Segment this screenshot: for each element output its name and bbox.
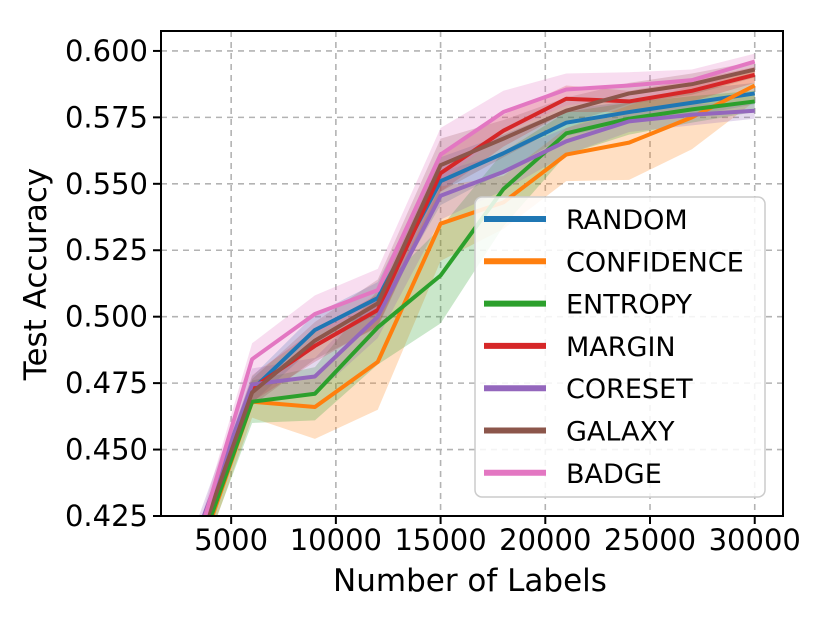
y-tick-label: 0.500 <box>65 300 148 334</box>
legend-label-BADGE: BADGE <box>566 459 662 490</box>
legend-item-BADGE: BADGE <box>484 459 662 490</box>
x-tick-label: 25000 <box>604 523 696 557</box>
legend-item-CORESET: CORESET <box>484 374 693 405</box>
line-GALAXY <box>206 67 756 516</box>
line-BADGE <box>203 59 756 516</box>
plot-area: 5000 10000 15000 20000 25000 30000 0.425 0.450 0… <box>65 30 801 557</box>
plot-frame <box>160 30 784 517</box>
axis-ticks <box>153 49 756 524</box>
line-RANDOM <box>203 91 756 516</box>
x-tick-label: 10000 <box>290 523 382 557</box>
y-tick-label: 0.450 <box>65 433 148 467</box>
y-tick-label: 0.425 <box>65 499 148 533</box>
legend-label-CONFIDENCE: CONFIDENCE <box>566 247 744 278</box>
x-tick-label: 5000 <box>194 523 268 557</box>
y-tick-label: 0.575 <box>65 100 148 134</box>
line-CONFIDENCE <box>210 83 756 516</box>
y-tick-label: 0.525 <box>65 233 148 267</box>
legend-item-CONFIDENCE: CONFIDENCE <box>484 247 744 278</box>
legend-item-RANDOM: RANDOM <box>484 205 688 236</box>
band-RANDOM <box>201 82 755 516</box>
y-axis-label: Test Accuracy <box>18 168 54 381</box>
legend-label-RANDOM: RANDOM <box>566 205 688 236</box>
legend-label-GALAXY: GALAXY <box>566 417 675 448</box>
legend-item-GALAXY: GALAXY <box>484 417 675 448</box>
y-tick-label: 0.600 <box>65 34 148 68</box>
x-tick-label: 15000 <box>394 523 486 557</box>
legend: RANDOM CONFIDENCE ENTROPY MARGIN CORESET GALA… <box>474 196 766 498</box>
x-tick-label: 20000 <box>499 523 591 557</box>
band-GALAXY <box>204 61 755 516</box>
legend-item-ENTROPY: ENTROPY <box>484 290 692 321</box>
band-MARGIN <box>203 66 755 516</box>
legend-label-ENTROPY: ENTROPY <box>566 290 692 321</box>
legend-box <box>474 196 766 498</box>
y-tick-label: 0.550 <box>65 167 148 201</box>
legend-label-CORESET: CORESET <box>566 374 693 405</box>
line-CORESET <box>201 108 755 516</box>
x-axis-label: Number of Labels <box>333 563 607 599</box>
tick-labels: 5000 10000 15000 20000 25000 30000 0.425 0.450 0… <box>65 34 801 557</box>
line-ENTROPY <box>209 99 755 516</box>
x-tick-label: 30000 <box>709 523 801 557</box>
legend-label-MARGIN: MARGIN <box>566 332 676 363</box>
y-tick-label: 0.475 <box>65 366 148 400</box>
band-CONFIDENCE <box>207 69 755 516</box>
band-CORESET <box>198 102 755 516</box>
legend-item-MARGIN: MARGIN <box>484 332 676 363</box>
series-lines <box>201 59 756 516</box>
